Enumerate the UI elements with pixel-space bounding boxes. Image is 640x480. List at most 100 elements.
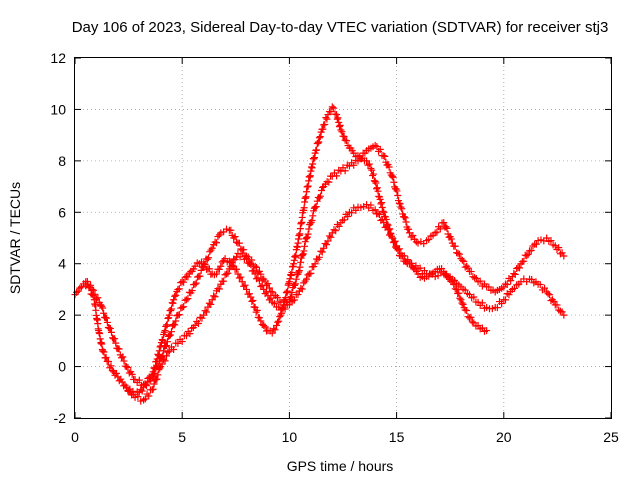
track-1-point [453, 285, 461, 293]
chart-title: Day 106 of 2023, Sidereal Day-to-day VTE… [72, 19, 609, 36]
track-3-point [150, 380, 158, 388]
track-2-point [171, 321, 179, 329]
track-1-point [323, 115, 331, 123]
track-2-point [400, 213, 408, 221]
track-1-point [468, 318, 476, 326]
track-1-point [245, 290, 253, 298]
y-axis-label: SDTVAR / TECUs [7, 182, 23, 294]
track-2-point [390, 178, 398, 186]
track-2-point [405, 225, 413, 233]
track-1-point [100, 348, 108, 356]
track-3-point [416, 264, 424, 272]
track-3-point [170, 345, 178, 353]
track-2-point [244, 253, 252, 261]
track-1-point [369, 170, 377, 178]
track-1-point [175, 285, 183, 293]
track-1-point [243, 285, 251, 293]
track-2-point [213, 239, 221, 247]
track-2-point [376, 145, 384, 153]
track-2-point [106, 325, 114, 333]
track-3-point [215, 285, 223, 293]
track-2-point [124, 364, 132, 372]
track-3-point [156, 364, 164, 372]
track-3-point [404, 256, 412, 264]
track-2-point [273, 293, 281, 301]
track-3-point [374, 210, 382, 218]
track-2-point [201, 260, 209, 268]
track-2-point [128, 370, 136, 378]
track-3-point [126, 385, 134, 393]
track-2-point [240, 246, 248, 254]
track-2-point [318, 186, 326, 194]
track-2-point [316, 192, 324, 200]
track-3-point [224, 269, 232, 277]
track-1-point [367, 165, 375, 173]
track-2-point [558, 249, 566, 257]
track-1-point [217, 262, 225, 270]
track-1-point [368, 166, 376, 174]
track-2-point [264, 280, 272, 288]
track-2-point [205, 254, 213, 262]
track-2-point [309, 212, 317, 220]
track-2-point [299, 251, 307, 259]
track-2-point [380, 152, 388, 160]
track-3-point [330, 226, 338, 234]
track-2-point [231, 233, 239, 241]
track-1-point [371, 177, 379, 185]
track-2-point [388, 172, 396, 180]
track-3-point [320, 244, 328, 252]
track-1-point [257, 317, 265, 325]
track-2-point [516, 264, 524, 272]
track-2-point [523, 252, 531, 260]
track-1-point [159, 336, 167, 344]
data-points [71, 103, 568, 405]
track-3-point [238, 250, 246, 258]
y-tick-label: -2 [54, 410, 67, 426]
track-3-point [307, 269, 315, 277]
track-1-point [373, 184, 381, 192]
track-3-point [493, 304, 501, 312]
track-1-point [376, 195, 384, 203]
track-1-point [275, 317, 283, 325]
track-2-point [291, 281, 299, 289]
track-3-point [344, 213, 352, 221]
track-3-point [258, 281, 266, 289]
track-2-point [532, 240, 540, 248]
track-2-point [197, 266, 205, 274]
track-1-point [307, 163, 315, 171]
track-1-point [161, 327, 169, 335]
track-2-point [203, 255, 211, 263]
track-1-point [372, 179, 380, 187]
track-3-point [324, 237, 332, 245]
track-2-point [295, 268, 303, 276]
track-2-point [442, 223, 450, 231]
track-1-point [138, 387, 146, 395]
track-3-point [162, 352, 170, 360]
x-tick-label: 10 [282, 429, 298, 445]
track-1-point [237, 273, 245, 281]
track-1-point [459, 300, 467, 308]
track-3-point [546, 291, 554, 299]
track-3-point [511, 284, 519, 292]
track-2-point [230, 234, 238, 242]
track-2-point [436, 225, 444, 233]
track-3-point [478, 299, 486, 307]
track-2-point [547, 237, 555, 245]
track-2-point [301, 242, 309, 250]
track-2-point [511, 270, 519, 278]
y-tick-label: 4 [58, 256, 66, 272]
track-2-point [507, 277, 515, 285]
track-2-point [297, 258, 305, 266]
track-2-point [88, 285, 96, 293]
x-tick-label: 15 [389, 429, 405, 445]
track-1-point [313, 146, 321, 154]
track-2-point [471, 274, 479, 282]
track-3-point [198, 314, 206, 322]
track-2-point [294, 270, 302, 278]
track-3-point [560, 311, 568, 319]
track-2-point [385, 163, 393, 171]
grid [75, 58, 611, 418]
track-3-point [335, 222, 343, 230]
